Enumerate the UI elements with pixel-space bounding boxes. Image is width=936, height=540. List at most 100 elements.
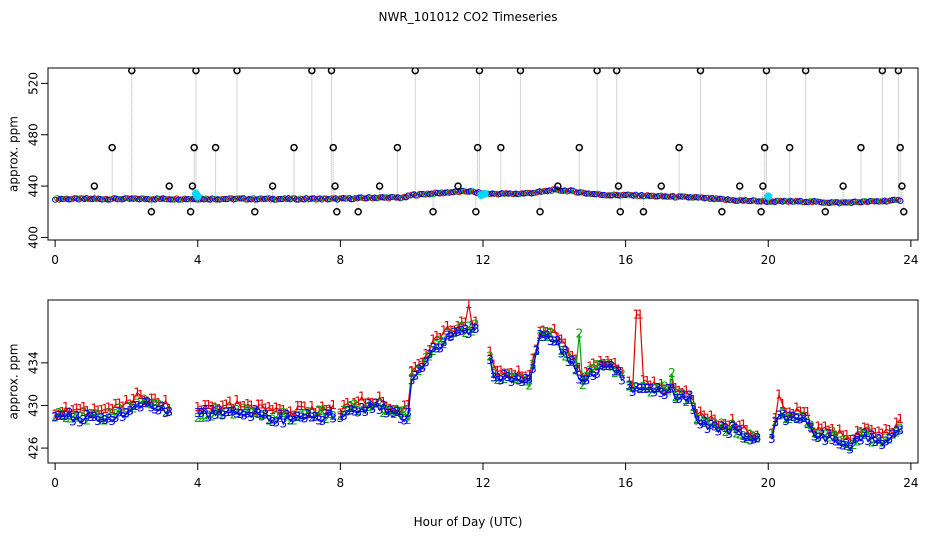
series-3-marker: 3 xyxy=(697,418,705,432)
series-1-marker: 1 xyxy=(351,396,359,410)
series-2-marker: 2 xyxy=(690,400,698,414)
series-2-marker: 2 xyxy=(632,380,640,394)
series-3-marker: 3 xyxy=(123,406,131,420)
series-3-marker: 3 xyxy=(465,327,473,341)
series-3-marker: 3 xyxy=(162,406,170,420)
series-3-marker: 3 xyxy=(230,404,238,418)
series-3-marker: 3 xyxy=(197,406,205,420)
series-3-marker: 3 xyxy=(636,382,644,396)
top-outlier-point xyxy=(718,208,726,216)
series-3-marker: 3 xyxy=(747,433,755,447)
series-3-marker: 3 xyxy=(672,392,680,406)
series-3-marker: 3 xyxy=(226,405,234,419)
series-2-marker: 2 xyxy=(868,436,876,450)
series-1-marker: 1 xyxy=(419,355,427,369)
top-data-point xyxy=(663,193,671,200)
series-3-marker: 3 xyxy=(750,432,758,446)
series-2-marker: 2 xyxy=(725,423,733,437)
top-data-point xyxy=(122,195,129,202)
series-3-marker: 3 xyxy=(679,389,687,403)
series-3-marker: 3 xyxy=(497,374,505,388)
series-1-marker: 1 xyxy=(244,397,252,411)
series-3-marker: 3 xyxy=(404,406,412,420)
series-1-marker: 1 xyxy=(287,404,295,418)
top-data-point xyxy=(789,198,796,205)
series-1-marker: 1 xyxy=(879,426,887,440)
top-data-point xyxy=(557,187,565,195)
series-1-marker: 1 xyxy=(693,407,701,421)
top-data-point xyxy=(416,190,423,197)
series-1-marker: 1 xyxy=(797,404,805,418)
top-data-point xyxy=(832,199,839,206)
series-1-marker: 1 xyxy=(326,402,334,416)
series-1-marker: 1 xyxy=(194,400,202,414)
series-3-marker: 3 xyxy=(889,427,897,441)
series-3-marker: 3 xyxy=(829,433,837,447)
series-2-marker: 2 xyxy=(593,358,601,372)
series-1-marker: 1 xyxy=(91,402,99,416)
series-2-marker: 2 xyxy=(272,409,280,423)
series-1-marker: 1 xyxy=(896,412,904,426)
series-2-marker: 2 xyxy=(518,372,526,386)
series-2-marker: 2 xyxy=(165,405,173,419)
series-1-marker: 1 xyxy=(447,323,455,337)
series-3-marker: 3 xyxy=(255,407,263,421)
series-2-marker: 2 xyxy=(879,436,887,450)
series-3-marker: 3 xyxy=(276,408,284,422)
series-3-marker: 3 xyxy=(133,399,141,413)
top-data-point xyxy=(605,192,612,199)
series-2-marker: 2 xyxy=(258,408,266,422)
series-2-marker: 2 xyxy=(540,325,548,339)
top-data-point xyxy=(744,197,751,205)
series-2-marker: 2 xyxy=(347,400,355,414)
series-1-marker: 1 xyxy=(882,422,890,436)
series-1-marker: 1 xyxy=(468,318,476,332)
series-2-marker: 2 xyxy=(458,320,466,334)
series-1-marker: 1 xyxy=(386,402,394,416)
series-3-marker: 3 xyxy=(83,408,91,422)
series-3-marker: 3 xyxy=(600,360,608,374)
series-2-marker: 2 xyxy=(718,416,726,430)
series-2-marker: 2 xyxy=(219,408,227,422)
series-2-marker: 2 xyxy=(269,413,277,427)
series-1-marker: 1 xyxy=(668,377,676,391)
top-outlier-point xyxy=(839,182,847,190)
series-2-marker: 2 xyxy=(839,433,847,447)
series-2-marker: 2 xyxy=(836,434,844,448)
series-2-marker: 2 xyxy=(126,400,134,414)
series-1-marker: 1 xyxy=(647,379,655,393)
series-2-marker: 2 xyxy=(736,428,744,442)
series-2-marker: 2 xyxy=(854,435,862,449)
top-data-point xyxy=(697,194,704,201)
series-1-marker: 1 xyxy=(543,325,551,339)
series-2-marker: 2 xyxy=(401,404,409,418)
series-3-line xyxy=(489,334,623,384)
top-data-point xyxy=(220,195,227,203)
series-1-marker: 1 xyxy=(857,425,865,439)
series-3-marker: 3 xyxy=(205,411,213,425)
top-data-point xyxy=(875,198,882,205)
series-3-marker: 3 xyxy=(893,424,901,438)
series-1-marker: 1 xyxy=(454,319,462,333)
series-1-marker: 1 xyxy=(818,422,826,436)
series-3-marker: 3 xyxy=(212,408,220,422)
top-outlier-point xyxy=(857,143,865,152)
top-outlier-point xyxy=(657,182,666,190)
series-3-marker: 3 xyxy=(419,361,427,375)
series-1-marker: 1 xyxy=(411,360,419,374)
series-1-marker: 1 xyxy=(565,345,573,359)
series-2-marker: 2 xyxy=(722,425,730,439)
series-1-marker: 1 xyxy=(839,428,847,442)
series-2-marker: 2 xyxy=(618,367,626,381)
series-3-marker: 3 xyxy=(558,346,566,360)
top-data-point xyxy=(824,199,831,206)
series-2-marker: 2 xyxy=(650,382,658,396)
series-1-marker: 1 xyxy=(108,402,116,416)
series-1-marker: 1 xyxy=(754,429,762,443)
series-2-marker: 2 xyxy=(747,428,755,442)
series-1-marker: 1 xyxy=(739,417,747,431)
series-3-marker: 3 xyxy=(87,410,95,424)
series-3-marker: 3 xyxy=(115,405,123,419)
series-2-marker: 2 xyxy=(351,397,359,411)
series-1-marker: 1 xyxy=(401,399,409,413)
